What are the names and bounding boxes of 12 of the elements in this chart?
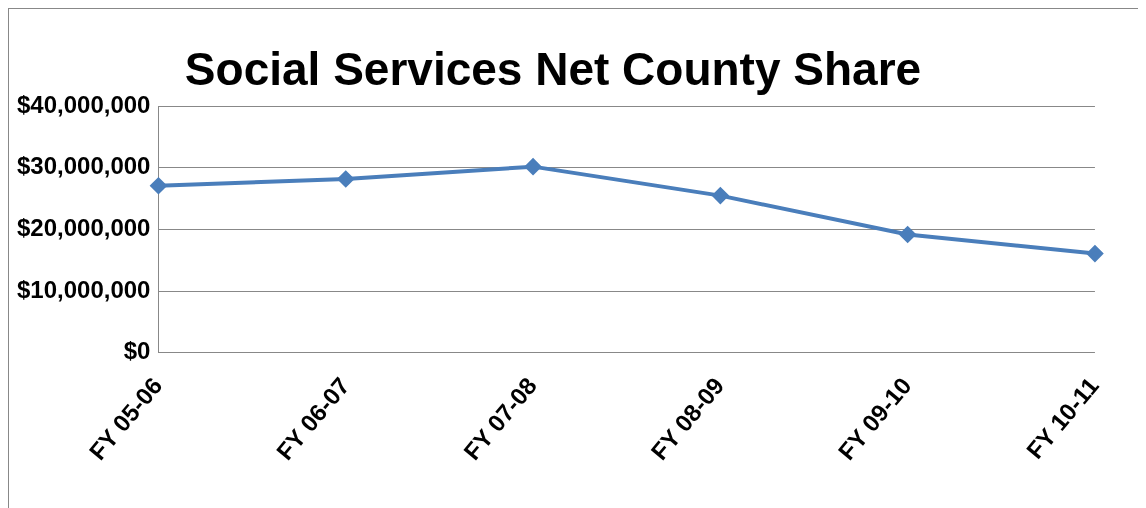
point [1086, 245, 1103, 262]
y-tick-label: $30,000,000 [17, 152, 151, 180]
point [899, 226, 916, 243]
point [712, 187, 729, 204]
chart-title: Social Services Net County Share [184, 43, 922, 96]
y-tick-label: $40,000,000 [17, 90, 151, 118]
point [337, 170, 354, 187]
y-tick-label: $0 [123, 337, 151, 365]
y-tick-label: $10,000,000 [17, 275, 151, 303]
y-tick-label: $20,000,000 [17, 214, 151, 242]
point [525, 158, 542, 175]
point [150, 177, 167, 194]
